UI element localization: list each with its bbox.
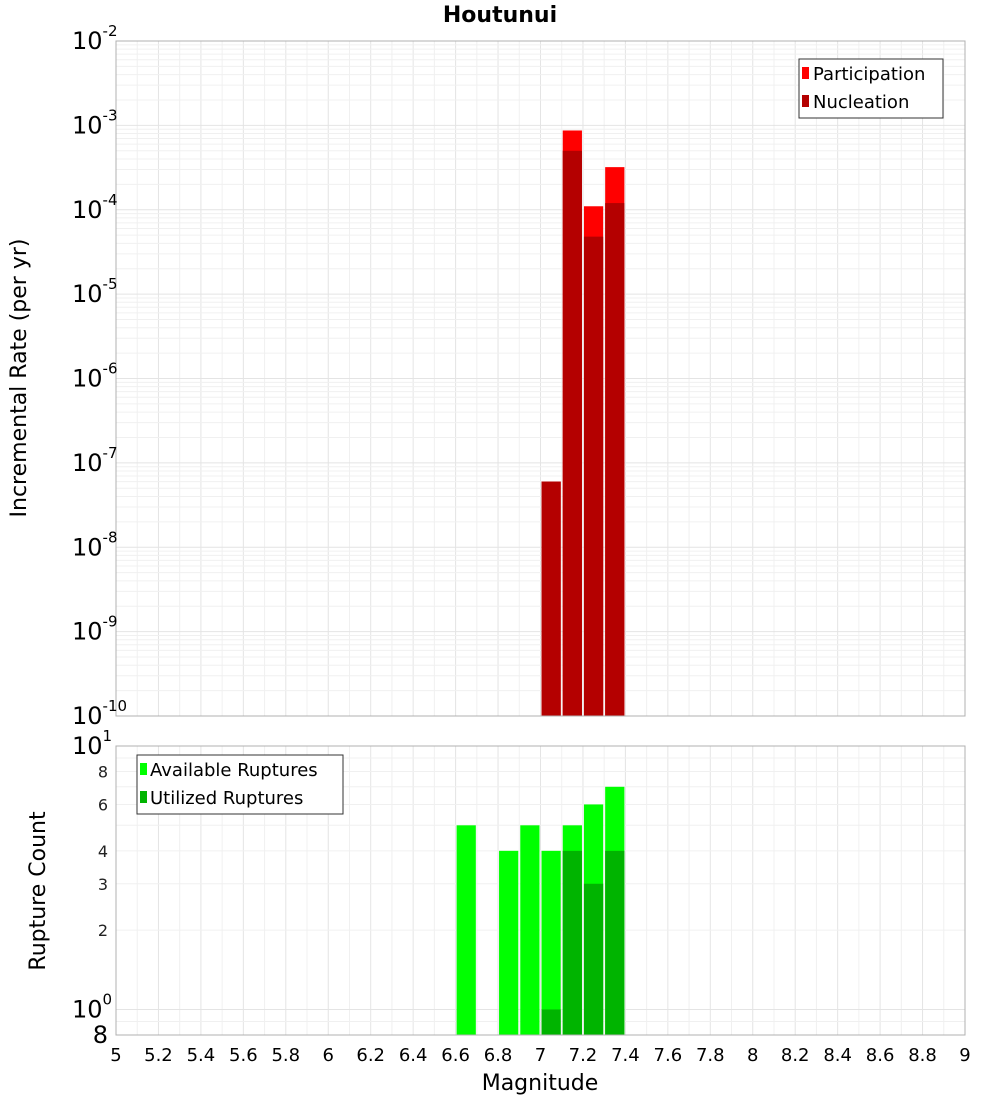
x-tick-label: 6.2 <box>356 1045 385 1066</box>
count-plot-frame <box>115 745 966 1036</box>
x-tick-label: 7.4 <box>611 1045 640 1066</box>
x-ticks: 5 5.2 5.4 5.6 5.8 6 6.2 6.4 6.6 6.8 7 7.2 7.4 7.6 7.8 8… <box>110 1045 970 1066</box>
count-y-minor-tick-label: 3 <box>98 875 108 894</box>
x-tick-label: 6.6 <box>441 1045 470 1066</box>
rate-y-tick-label: 10-10 <box>72 697 127 730</box>
count-y-minor-tick-label: 4 <box>98 842 108 861</box>
chart-title: Houtunui <box>443 3 557 28</box>
count-bar-utilized-ruptures <box>541 1009 561 1035</box>
rate-y-tick-label: 10-7 <box>72 444 118 477</box>
legend-swatch-utilized <box>140 791 147 803</box>
count-bar-available-ruptures <box>499 850 519 1035</box>
count-legend: Available Ruptures Utilized Ruptures <box>136 754 344 815</box>
x-tick-label: 7.8 <box>696 1045 725 1066</box>
rate-y-tick-label: 10-6 <box>72 360 118 393</box>
x-tick-label: 7.6 <box>654 1045 683 1066</box>
legend-label-participation: Participation <box>813 64 925 85</box>
count-y-axis-label: Rupture Count <box>26 811 51 971</box>
rate-bars <box>541 130 625 717</box>
rate-bar-nucleation <box>583 236 604 716</box>
count-legend-box <box>136 754 344 815</box>
rate-y-tick-label: 10-4 <box>72 191 118 224</box>
x-tick-label: 8.4 <box>823 1045 852 1066</box>
legend-label-available: Available Ruptures <box>150 760 318 781</box>
x-tick-label: 8.8 <box>908 1045 937 1066</box>
rate-y-tick-label: 10-8 <box>72 528 118 561</box>
x-tick-label: 5.2 <box>144 1045 173 1066</box>
count-bar-available-ruptures <box>520 825 540 1035</box>
rate-plot-frame <box>115 40 966 717</box>
rate-legend-box <box>798 58 944 119</box>
count-y-minor-tick-label: 6 <box>98 795 108 814</box>
count-y-minor-tick-label: 2 <box>98 921 108 940</box>
x-tick-label: 5.4 <box>187 1045 216 1066</box>
rate-y-axis-label: Incremental Rate (per yr) <box>7 239 32 518</box>
count-bar-utilized-ruptures <box>583 883 604 1035</box>
x-tick-label: 8.2 <box>781 1045 810 1066</box>
rate-y-tick-label: 10-2 <box>72 22 118 55</box>
count-bar-utilized-ruptures <box>562 850 582 1035</box>
rate-bar-nucleation <box>562 150 582 716</box>
x-tick-label: 7.2 <box>569 1045 598 1066</box>
rate-y-tick-label: 10-9 <box>72 613 118 646</box>
count-bar-utilized-ruptures <box>605 850 625 1035</box>
count-bar-available-ruptures <box>541 850 561 1035</box>
x-tick-label: 8.6 <box>866 1045 895 1066</box>
x-tick-label: 7 <box>535 1045 546 1066</box>
count-y-tick-label: 101 <box>72 727 112 760</box>
rate-y-tick-label: 10-5 <box>72 275 118 308</box>
legend-swatch-participation <box>802 67 809 79</box>
x-tick-label: 5.6 <box>229 1045 258 1066</box>
rate-grid <box>115 41 966 717</box>
legend-label-utilized: Utilized Ruptures <box>150 788 303 809</box>
x-tick-label: 8 <box>747 1045 758 1066</box>
count-bar-available-ruptures <box>456 825 476 1035</box>
count-bars <box>456 786 625 1035</box>
rate-y-ticks: 10-2 10-3 10-4 10-5 10-6 10-7 10-8 10-9 10-10 <box>72 22 127 730</box>
x-tick-label: 5 <box>110 1045 121 1066</box>
count-y-minor-tick-label: 8 <box>98 763 108 782</box>
rate-y-tick-label: 10-3 <box>72 106 118 139</box>
rate-bar-nucleation <box>605 203 625 716</box>
legend-swatch-nucleation <box>802 95 809 107</box>
count-y-tick-label: 100 <box>72 990 112 1023</box>
x-tick-label: 5.8 <box>271 1045 300 1066</box>
rate-bar-nucleation <box>541 481 561 716</box>
x-axis-label: Magnitude <box>482 1071 599 1096</box>
x-tick-label: 6.4 <box>399 1045 428 1066</box>
x-tick-label: 9 <box>959 1045 970 1066</box>
legend-label-nucleation: Nucleation <box>813 92 909 113</box>
rate-legend: Participation Nucleation <box>798 58 944 119</box>
count-y-minor-tick-label: 8 <box>93 1021 108 1049</box>
rate-panel: 10-2 10-3 10-4 10-5 10-6 10-7 10-8 10-9 10-10 In… <box>7 22 966 730</box>
x-tick-label: 6 <box>323 1045 334 1066</box>
legend-swatch-available <box>140 763 147 775</box>
x-tick-label: 6.8 <box>484 1045 513 1066</box>
